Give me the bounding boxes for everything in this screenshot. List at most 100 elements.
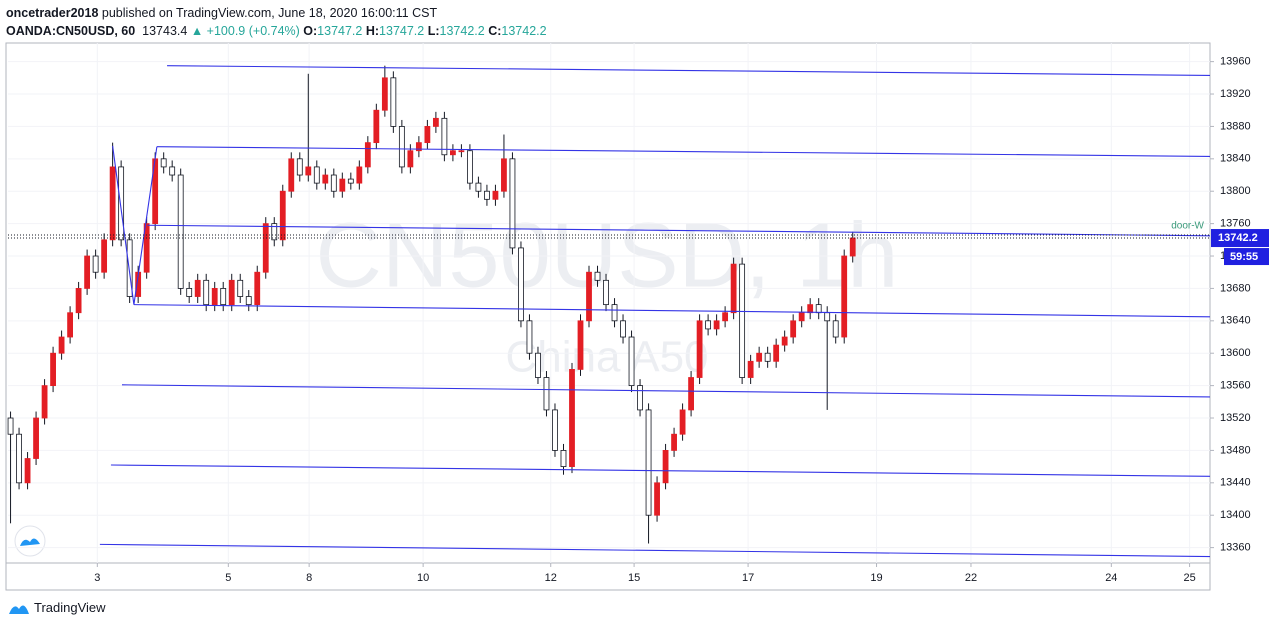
candle-body (305, 166, 312, 176)
x-tick-label: 12 (545, 572, 557, 584)
candle-body (296, 158, 303, 176)
x-tick-label: 19 (870, 572, 882, 584)
trend-line (110, 464, 1211, 477)
candle-body (492, 190, 499, 200)
candle-body (84, 255, 91, 289)
change: ▲ +100.9 (+0.74%) (190, 24, 300, 38)
candle-body (790, 320, 797, 338)
header-line-2: OANDA:CN50USD, 60 13743.4 ▲ +100.9 (+0.7… (6, 22, 547, 40)
candle-body (594, 271, 601, 281)
trend-line (167, 65, 1211, 76)
candle-body (432, 117, 439, 127)
candle-body (330, 174, 337, 192)
candle-body (730, 263, 737, 314)
watermark-sub: China A50 (505, 333, 708, 382)
author: oncetrader2018 (6, 6, 99, 20)
h-value: 13747.2 (379, 24, 425, 38)
candle-body (169, 166, 176, 176)
x-tick-label: 22 (965, 572, 977, 584)
candle-body (364, 142, 371, 168)
candle-body (509, 158, 516, 249)
alert-label: door-W (1171, 221, 1204, 232)
x-tick-label: 10 (417, 572, 429, 584)
c-value: 13742.2 (501, 24, 547, 38)
h-label: H: (365, 24, 380, 38)
candle-body (560, 450, 567, 468)
candle-body (577, 320, 584, 370)
candle-body (637, 385, 643, 411)
candle-body (603, 279, 609, 306)
candle-body (824, 312, 831, 322)
candle-body (662, 450, 669, 484)
candle-body (832, 320, 839, 338)
candle-body (586, 271, 592, 322)
y-tick-label: 13880 (1220, 120, 1251, 132)
candle-body (126, 239, 133, 297)
countdown-box (1224, 248, 1269, 266)
candle-body (177, 174, 184, 289)
candle-body (807, 304, 814, 314)
y-tick-label: 13560 (1220, 380, 1251, 392)
candle-body (611, 304, 618, 322)
candle-body (109, 166, 116, 241)
logo-badge (14, 525, 46, 557)
candle-body (152, 158, 159, 225)
candle-body (75, 288, 82, 314)
candle-body (628, 336, 635, 387)
candle-body (535, 352, 541, 378)
candle-body (722, 312, 729, 322)
candle-body (33, 417, 39, 459)
candle-body (747, 360, 754, 378)
candle-body (679, 409, 686, 435)
candle-body (671, 433, 677, 451)
y-tick-label: 13400 (1220, 509, 1251, 521)
watermark: CN50USD, 1h (316, 204, 899, 306)
candle-body (118, 166, 125, 241)
o-value: 13747.2 (317, 24, 363, 38)
candle-body (50, 352, 56, 387)
y-tick-label: 13360 (1220, 542, 1251, 554)
x-tick-label: 5 (225, 572, 231, 584)
y-tick-label: 13640 (1220, 315, 1251, 327)
trend-line (156, 146, 1211, 157)
candle-body (322, 174, 329, 184)
candle-body (756, 352, 763, 362)
candle-body (254, 271, 261, 306)
candle-body (688, 377, 694, 411)
candle-body (7, 417, 14, 435)
candle-body (654, 482, 660, 516)
price: 13743.4 (142, 24, 188, 38)
candle-body (841, 255, 848, 338)
candle-body (424, 126, 431, 144)
candle-body (186, 288, 193, 297)
candle-body (245, 296, 252, 306)
x-tick-label: 3 (94, 572, 100, 584)
o-label: O: (303, 24, 318, 38)
candle-body (67, 312, 73, 338)
candle-body (713, 320, 720, 330)
candle-body (16, 433, 22, 484)
candle-body (373, 109, 380, 144)
candle-body (135, 271, 142, 297)
footer-logo (9, 604, 29, 614)
candle-body (815, 304, 822, 314)
candle-body (356, 166, 363, 184)
candle-body (764, 352, 771, 362)
trend-line (121, 384, 1211, 398)
candle-body (398, 126, 405, 168)
y-tick-label: 13960 (1220, 56, 1251, 68)
candle-body (41, 385, 48, 419)
trend-line (99, 543, 1211, 558)
x-tick-label: 8 (306, 572, 312, 584)
x-tick-label: 24 (1105, 572, 1117, 584)
candle-body (194, 279, 201, 297)
candle-body (381, 77, 388, 111)
candle-body (313, 166, 320, 184)
candle-body (160, 158, 167, 168)
candle-body (696, 320, 703, 378)
candle-body (569, 369, 575, 468)
candle-body (739, 263, 746, 378)
candle-body (526, 320, 533, 354)
y-tick-label: 13800 (1220, 185, 1251, 197)
candle-body (441, 117, 448, 156)
